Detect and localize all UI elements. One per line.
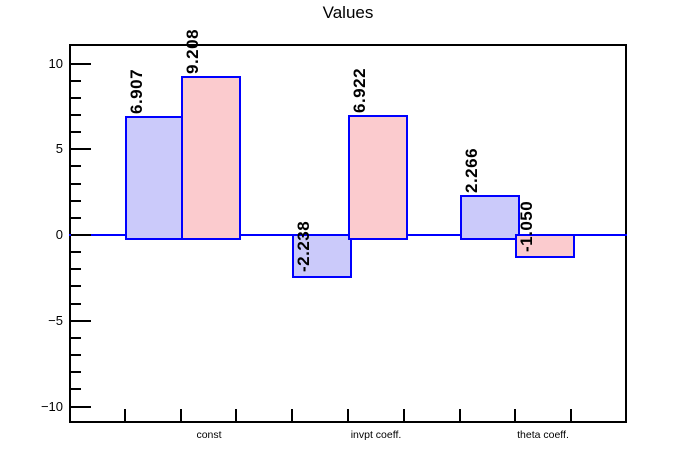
y-minor-tick [71, 97, 81, 99]
bar-value-label: 6.907 [127, 68, 146, 114]
y-minor-tick [71, 131, 81, 133]
y-minor-tick [71, 388, 81, 390]
y-minor-tick [71, 217, 81, 219]
y-minor-tick [71, 303, 81, 305]
y-minor-tick [71, 268, 81, 270]
y-minor-tick [71, 114, 81, 116]
y-tick-label: −5 [48, 313, 63, 328]
y-tick-label: 0 [55, 227, 63, 242]
x-tick [124, 409, 126, 421]
x-tick [235, 409, 237, 421]
x-tick [459, 409, 461, 421]
bar-value-label: -1.050 [517, 200, 536, 252]
bar-value-label: 6.922 [350, 67, 369, 113]
y-minor-tick [71, 371, 81, 373]
x-tick [347, 409, 349, 421]
y-minor-tick [71, 337, 81, 339]
y-tick-label: 10 [48, 56, 63, 71]
x-tick-label: const [196, 429, 222, 441]
y-minor-tick [71, 200, 81, 202]
x-tick [403, 409, 405, 421]
x-tick [514, 409, 516, 421]
x-tick [180, 409, 182, 421]
y-major-tick [71, 148, 91, 150]
chart-title: Values [322, 3, 374, 22]
bar [125, 116, 185, 240]
y-minor-tick [71, 285, 81, 287]
bar [515, 234, 575, 258]
bar [460, 195, 520, 240]
bar [181, 76, 241, 240]
y-major-tick [71, 234, 91, 236]
bar-value-label: 2.266 [462, 147, 481, 193]
y-minor-tick [71, 183, 81, 185]
bar-value-label: 9.208 [183, 28, 202, 74]
x-tick [291, 409, 293, 421]
bar [292, 234, 352, 278]
y-major-tick [71, 320, 91, 322]
plot-frame [69, 44, 627, 423]
y-minor-tick [71, 80, 81, 82]
bar-value-label: -2.238 [294, 220, 313, 272]
x-tick-label: theta coeff. [517, 429, 569, 441]
y-major-tick [71, 406, 91, 408]
y-tick-label: −10 [40, 399, 63, 414]
y-tick-label: 5 [55, 141, 63, 156]
y-minor-tick [71, 354, 81, 356]
bar [348, 115, 408, 240]
x-tick-label: invpt coeff. [350, 429, 402, 441]
x-tick [570, 409, 572, 421]
y-minor-tick [71, 165, 81, 167]
y-minor-tick [71, 251, 81, 253]
y-major-tick [71, 63, 91, 65]
